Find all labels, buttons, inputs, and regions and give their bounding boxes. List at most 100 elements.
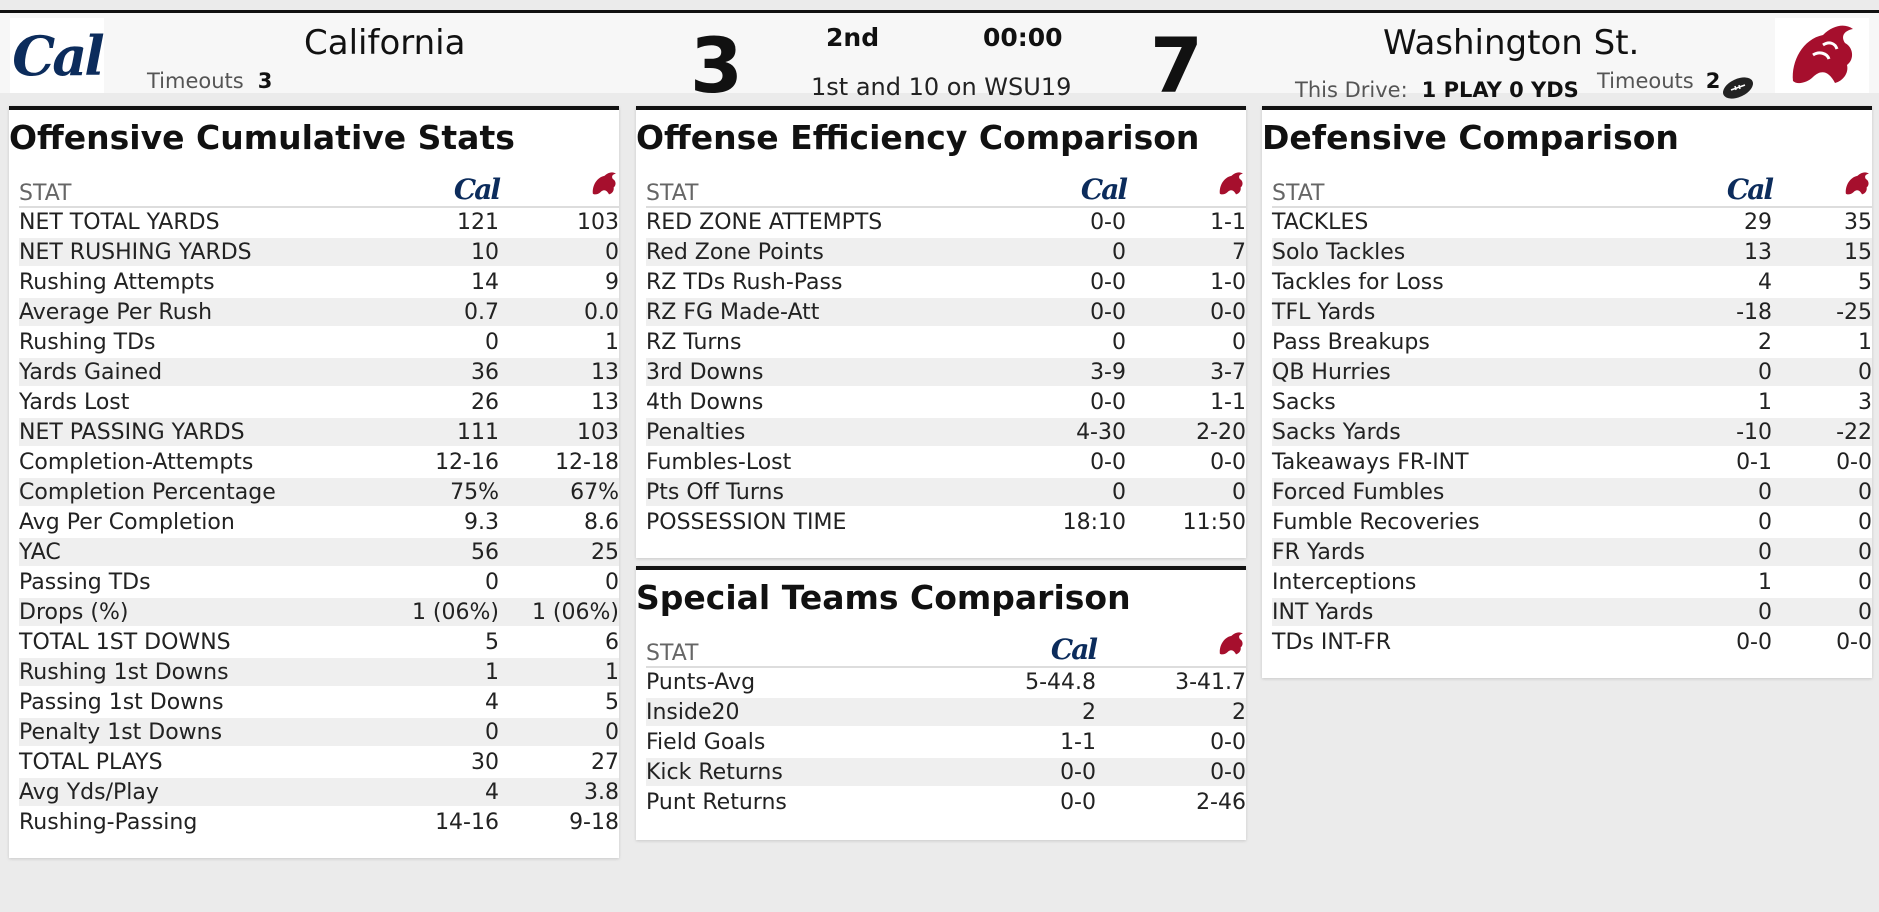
stat-header: STAT (646, 630, 996, 668)
wsu-column-header (499, 170, 619, 208)
table-row: Drops (%) 1 (06%) 1 (06%) (19, 597, 619, 628)
wsu-value-cell: 1-1 (1126, 207, 1246, 238)
wsu-value-cell: 0 (499, 237, 619, 268)
stat-name-cell: Passing TDs (19, 567, 399, 598)
special-teams-title: Special Teams Comparison (636, 578, 1131, 617)
wsu-column-header (1096, 630, 1246, 668)
stat-name-cell: Kick Returns (646, 757, 996, 788)
stat-name-cell: RZ FG Made-Att (646, 297, 1026, 328)
stat-name-cell: Passing 1st Downs (19, 687, 399, 718)
stat-name-cell: Yards Lost (19, 387, 399, 418)
table-row: Avg Yds/Play 4 3.8 (19, 777, 619, 808)
cal-value-cell: 4 (399, 687, 499, 718)
cal-value-cell: 0-0 (996, 787, 1096, 818)
table-header-row: STAT Cal (1272, 170, 1872, 208)
offensive-stats-panel: Offensive Cumulative Stats STAT Cal NET … (9, 106, 619, 858)
cal-value-cell: 0-0 (1026, 267, 1126, 298)
stat-name-cell: 4th Downs (646, 387, 1026, 418)
stat-name-cell: Forced Fumbles (1272, 477, 1672, 508)
away-team-name: Washington St. (1383, 23, 1640, 63)
special-teams-table: STAT Cal Punts-Avg 5-44.8 3-41.7 Inside20 2 2… (646, 630, 1246, 818)
wsu-value-cell: 1 (06%) (499, 597, 619, 628)
table-row: RZ Turns 0 0 (646, 327, 1246, 358)
wsu-value-cell: 0-0 (1126, 447, 1246, 478)
wsu-value-cell: 6 (499, 627, 619, 658)
wsu-value-cell: 0 (1772, 597, 1872, 628)
efficiency-title: Offense Efficiency Comparison (636, 118, 1200, 157)
stat-name-cell: TOTAL 1ST DOWNS (19, 627, 399, 658)
cal-column-header: Cal (1672, 170, 1774, 208)
table-row: Interceptions 1 0 (1272, 567, 1872, 598)
stat-name-cell: Avg Per Completion (19, 507, 399, 538)
wsu-value-cell: 27 (499, 747, 619, 778)
stat-name-cell: Pts Off Turns (646, 477, 1026, 508)
table-row: RZ FG Made-Att 0-0 0-0 (646, 297, 1246, 328)
cal-value-cell: 4 (399, 777, 499, 808)
table-row: Penalties 4-30 2-20 (646, 417, 1246, 448)
stat-name-cell: RED ZONE ATTEMPTS (646, 207, 1026, 238)
stat-name-cell: Rushing TDs (19, 327, 399, 358)
special-teams-panel: Special Teams Comparison STAT Cal Punts-… (636, 566, 1246, 840)
table-row: Avg Per Completion 9.3 8.6 (19, 507, 619, 538)
wsu-value-cell: 13 (499, 387, 619, 418)
cal-logo-text: Cal (12, 23, 105, 88)
stat-name-cell: Interceptions (1272, 567, 1672, 598)
table-row: Sacks 1 3 (1272, 387, 1872, 418)
stat-name-cell: Takeaways FR-INT (1272, 447, 1672, 478)
home-timeouts-value: 3 (257, 69, 273, 93)
stat-name-cell: RZ TDs Rush-Pass (646, 267, 1026, 298)
cal-value-cell: 0 (1672, 477, 1772, 508)
stat-header: STAT (1272, 170, 1672, 208)
table-row: Inside20 2 2 (646, 697, 1246, 728)
cal-value-cell: 111 (399, 417, 499, 448)
cal-column-header: Cal (996, 630, 1098, 668)
efficiency-panel: Offense Efficiency Comparison STAT Cal R… (636, 106, 1246, 558)
cal-column-header: Cal (399, 170, 501, 208)
stat-name-cell: Punt Returns (646, 787, 996, 818)
cal-value-cell: 29 (1672, 207, 1772, 238)
table-row: Completion Percentage 75% 67% (19, 477, 619, 508)
table-row: FR Yards 0 0 (1272, 537, 1872, 568)
table-row: QB Hurries 0 0 (1272, 357, 1872, 388)
table-row: 3rd Downs 3-9 3-7 (646, 357, 1246, 388)
stat-name-cell: Average Per Rush (19, 297, 399, 328)
wsu-value-cell: 0 (499, 717, 619, 748)
cal-value-cell: -10 (1672, 417, 1772, 448)
wsu-value-cell: 0-0 (1772, 447, 1872, 478)
wsu-logo-icon (1216, 171, 1246, 206)
wsu-value-cell: 0 (1772, 357, 1872, 388)
table-row: Fumbles-Lost 0-0 0-0 (646, 447, 1246, 478)
stat-name-cell: 3rd Downs (646, 357, 1026, 388)
home-team-name: California (304, 23, 466, 63)
cal-value-cell: 0 (399, 327, 499, 358)
stat-name-cell: Completion Percentage (19, 477, 399, 508)
cal-value-cell: 14 (399, 267, 499, 298)
stat-name-cell: QB Hurries (1272, 357, 1672, 388)
stat-name-cell: NET TOTAL YARDS (19, 207, 399, 238)
stat-name-cell: TDs INT-FR (1272, 627, 1672, 658)
table-row: POSSESSION TIME 18:10 11:50 (646, 507, 1246, 538)
stat-name-cell: Red Zone Points (646, 237, 1026, 268)
drive-value: 1 PLAY 0 YDS (1421, 78, 1579, 102)
cal-value-cell: 30 (399, 747, 499, 778)
cal-value-cell: 0 (1026, 477, 1126, 508)
defensive-panel: Defensive Comparison STAT Cal TACKLES 29 3… (1262, 106, 1872, 678)
cal-value-cell: 0 (1672, 507, 1772, 538)
stat-name-cell: Avg Yds/Play (19, 777, 399, 808)
table-row: Pass Breakups 2 1 (1272, 327, 1872, 358)
wsu-column-header (1772, 170, 1872, 208)
wsu-value-cell: 35 (1772, 207, 1872, 238)
home-score: 3 (690, 21, 743, 110)
wsu-value-cell: 1 (499, 657, 619, 688)
wsu-value-cell: 5 (1772, 267, 1872, 298)
wsu-value-cell: 0 (499, 567, 619, 598)
table-row: Rushing 1st Downs 1 1 (19, 657, 619, 688)
cal-value-cell: 26 (399, 387, 499, 418)
cal-value-cell: 75% (399, 477, 499, 508)
table-row: Field Goals 1-1 0-0 (646, 727, 1246, 758)
cal-value-cell: 2 (1672, 327, 1772, 358)
stat-name-cell: Punts-Avg (646, 667, 996, 698)
table-row: Solo Tackles 13 15 (1272, 237, 1872, 268)
wsu-value-cell: -22 (1772, 417, 1872, 448)
cal-value-cell: 0 (1672, 537, 1772, 568)
